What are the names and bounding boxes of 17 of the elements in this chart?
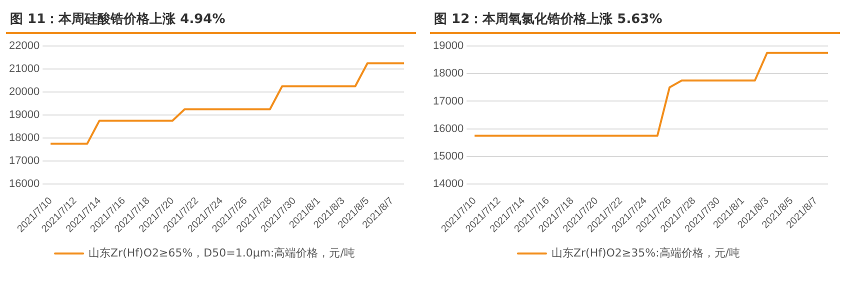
y-tick-label: 19000 [432, 40, 464, 52]
y-tick-label: 18000 [8, 132, 40, 144]
y-tick-label: 19000 [8, 109, 40, 122]
y-tick-label: 15000 [432, 150, 464, 162]
legend-label: 山东Zr(Hf)O2≥65%，D50=1.0μm:高端价格，元/吨 [88, 246, 355, 260]
y-tick-label: 18000 [432, 68, 464, 80]
y-tick-label: 16000 [432, 122, 464, 135]
y-tick-label: 16000 [8, 178, 40, 190]
y-tick-label: 21000 [8, 63, 40, 76]
y-tick-label: 20000 [8, 86, 40, 98]
y-tick-label: 22000 [8, 40, 40, 52]
legend-label: 山东Zr(Hf)O2≥35%:高端价格，元/吨 [551, 246, 740, 260]
y-tick-label: 17000 [432, 95, 464, 108]
y-tick-label: 17000 [8, 155, 40, 168]
chart-title: 图 12：本周氧氯化锆价格上涨 5.63% [430, 4, 840, 34]
y-tick-label: 14000 [432, 178, 464, 190]
chart-title: 图 11：本周硅酸锆价格上涨 4.94% [6, 4, 416, 34]
